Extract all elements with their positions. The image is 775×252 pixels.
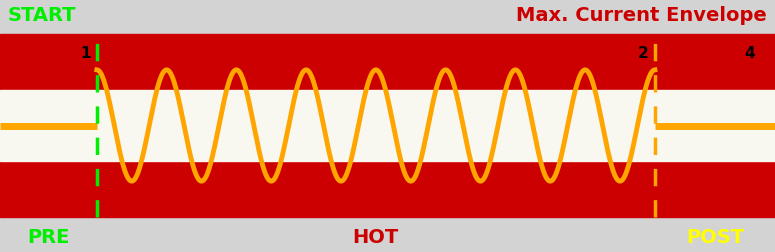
- Text: 4: 4: [744, 45, 755, 60]
- Bar: [0, 91, 97, 161]
- Bar: [655, 91, 775, 161]
- Text: POST: POST: [686, 227, 744, 246]
- Text: HOT: HOT: [353, 227, 399, 246]
- Text: START: START: [8, 6, 76, 25]
- Text: 1: 1: [80, 45, 91, 60]
- Text: PRE: PRE: [27, 227, 70, 246]
- Text: 2: 2: [638, 45, 649, 60]
- Bar: [97, 91, 655, 161]
- Bar: [0, 35, 775, 217]
- Text: Max. Current Envelope: Max. Current Envelope: [516, 6, 767, 25]
